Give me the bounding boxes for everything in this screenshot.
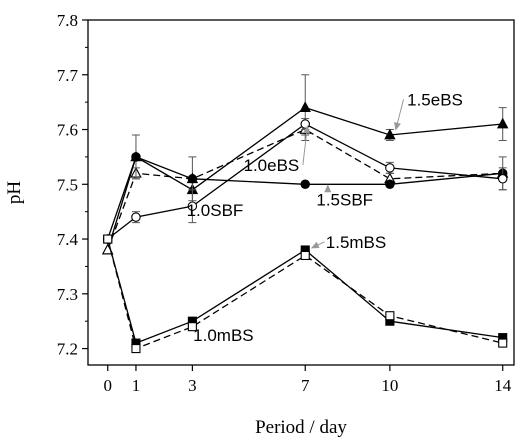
annotation-1.5SBF: 1.5SBF: [316, 184, 373, 210]
annotation-arrow-head: [394, 122, 401, 131]
y-tick-label: 7.2: [57, 340, 78, 359]
annotation-arrow-head: [324, 184, 332, 193]
x-tick-label: 0: [103, 376, 112, 395]
annotation-1.0mBS: 1.0mBS: [193, 326, 253, 345]
y-tick-label: 7.4: [57, 230, 79, 249]
series-line: [107, 128, 503, 251]
annotation-label: 1.5mBS: [326, 233, 386, 252]
series-1.5SBF: [102, 134, 508, 244]
annotation-arrow-line: [397, 99, 404, 123]
series-1.0mBS: [103, 234, 508, 354]
annotation-arrow-line: [302, 133, 308, 166]
y-tick-label: 7.5: [57, 175, 78, 194]
data-point: [131, 344, 141, 354]
annotation-arrow-line: [317, 241, 325, 246]
data-point: [385, 311, 395, 321]
data-point: [187, 174, 198, 184]
series-line: [107, 238, 503, 344]
data-point: [498, 338, 508, 348]
y-tick-label: 7.8: [57, 11, 78, 30]
series-line: [107, 123, 503, 240]
data-point: [131, 212, 141, 222]
annotation-label: 1.0mBS: [193, 326, 253, 345]
annotation-1.0SBF: 1.0SBF: [187, 201, 244, 220]
annotation-label: 1.0eBS: [243, 156, 299, 175]
x-tick-label: 10: [381, 376, 398, 395]
data-point: [103, 234, 113, 244]
x-tick-label: 1: [132, 376, 141, 395]
data-point: [385, 179, 395, 190]
data-point: [131, 152, 141, 162]
data-point: [385, 163, 395, 173]
annotation-label: 1.5SBF: [316, 191, 373, 210]
data-point: [300, 179, 310, 190]
annotation-1.5eBS: 1.5eBS: [394, 90, 463, 131]
annotation-1.5mBS: 1.5mBS: [310, 233, 386, 252]
data-point: [187, 322, 197, 332]
annotation-label: 1.0SBF: [187, 201, 244, 220]
data-point: [300, 250, 310, 261]
data-point: [496, 117, 509, 129]
series-layer: [101, 74, 509, 354]
plot-frame: [87, 19, 515, 366]
annotation-label: 1.5eBS: [407, 90, 463, 109]
y-tick-label: 7.3: [57, 285, 78, 304]
series-line: [107, 238, 503, 350]
data-point: [299, 101, 311, 112]
axes: 7.2 7.3 7.4 7.5 7.6 7.7 7.8 0 1 3 7 10 14: [57, 11, 515, 395]
annotation-arrow-head: [303, 125, 310, 134]
series-line: [107, 156, 503, 240]
y-axis-title: pH: [4, 181, 25, 205]
annotation-arrow-head: [310, 241, 320, 249]
annotation-1.0eBS: 1.0eBS: [243, 125, 310, 175]
annotations: 1.5eBS 1.0eBS 1.5SBF 1.0SBF 1.5mBS 1.0mBS: [187, 90, 463, 344]
x-tick-label: 14: [494, 376, 512, 395]
data-point: [300, 119, 310, 129]
x-tick-label: 3: [188, 376, 197, 395]
data-point: [187, 201, 198, 211]
y-tick-label: 7.7: [57, 66, 79, 85]
data-point: [497, 174, 508, 184]
data-point: [384, 128, 396, 140]
y-tick-label: 7.6: [57, 121, 78, 140]
x-tick-label: 7: [301, 376, 310, 395]
x-axis-title: Period / day: [255, 417, 347, 438]
